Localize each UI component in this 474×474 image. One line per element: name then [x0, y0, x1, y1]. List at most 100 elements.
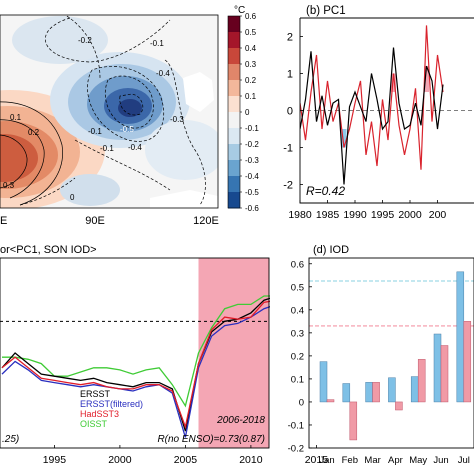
colorbar-tick-label: -0.3	[245, 156, 259, 165]
colorbar-swatch	[228, 80, 240, 97]
contour-label: -0.2	[78, 36, 92, 45]
corr-series-line	[2, 295, 270, 408]
contour-label: -0.3	[170, 115, 184, 124]
iod-ytick-label: 0.5	[291, 282, 304, 293]
iod-bar-blue	[388, 377, 396, 403]
colorbar-unit: °C	[234, 5, 245, 16]
iod-ytick-label: 0	[299, 397, 304, 408]
colorbar-tick-label: 0.6	[245, 12, 257, 21]
iod-bar-blue	[319, 361, 328, 403]
iod-bar-red	[463, 321, 472, 403]
iod-ytick-label: 0.2	[291, 351, 304, 362]
contour-label: 0.3	[3, 181, 15, 190]
positive-event-shade	[424, 66, 429, 92]
iod-xtick-label: Jul	[458, 455, 470, 466]
iod-ytick-label: 0.1	[291, 374, 304, 385]
pc1-xtick-label: 1985	[316, 209, 340, 221]
iod-bar-red	[349, 401, 358, 441]
corr-series-line	[1, 300, 270, 430]
iod-ytick-label: -0.2	[288, 444, 304, 455]
colorbar-tick-label: -0.5	[245, 188, 259, 197]
legend-entry: HadSST3	[80, 409, 119, 419]
positive-event-shade	[391, 73, 396, 92]
colorbar-tick-label: 0.5	[245, 28, 257, 37]
corr-xtick-label: 2015	[305, 454, 329, 466]
pc1-title: (b) PC1	[306, 5, 346, 17]
iod-bar-red	[417, 359, 426, 403]
iod-xtick-label: Jan	[319, 455, 334, 466]
colorbar-swatch	[228, 144, 240, 161]
contour-label: -0.1	[88, 127, 102, 136]
colorbar-swatch	[228, 192, 240, 209]
contour-label: 0	[70, 193, 75, 202]
pc1-xtick-label: 1995	[371, 209, 395, 221]
contour-label: -0.4	[128, 143, 142, 152]
colorbar-swatch	[228, 64, 240, 81]
colorbar-tick-label: 0.2	[245, 76, 257, 85]
iod-bar-blue	[410, 376, 419, 403]
pc1-ytick-label: 1	[287, 69, 293, 81]
iod-frame	[308, 257, 474, 449]
corr-xtick-label: 2000	[108, 454, 132, 466]
corr-series-line	[1, 306, 270, 438]
iod-ytick-label: 0.4	[291, 305, 304, 316]
pc1-xtick-label: 1990	[343, 209, 367, 221]
contour-label: 0.1	[10, 113, 22, 122]
iod-bar-blue	[433, 333, 442, 403]
iod-plot-area	[309, 271, 474, 441]
iod-title: (d) IOD	[313, 244, 349, 256]
pc1-xtick-label: 200	[429, 209, 447, 221]
iod-bar-blue	[342, 383, 351, 403]
legend-entry: ERSST	[80, 389, 111, 399]
colorbar-swatch	[228, 112, 240, 129]
corr-series-line	[1, 297, 270, 432]
iod-ytick-label: 0.3	[291, 328, 304, 339]
panel-c-correlation-chart: 1995 2000 2005 2010 2015 or<PC1, SON IOD> ERSS…	[0, 244, 328, 466]
colorbar-swatch	[228, 160, 240, 177]
panel-d-iod-chart: Jan Feb Mar Apr May Jun Jul 0.6 0.5 0.4 0.3 0.2 0.1 0…	[288, 244, 474, 466]
panel-a-sst-map: -0.2 -0.1 -0.4 -0.5 -0.3 0.1 0.2 0.3 -0.…	[0, 5, 259, 227]
panel-b-pc1-chart: 2 1 0 -1 -2 1980 1985 1990 1995 2000 200 (b) PC1 R=0…	[283, 5, 474, 221]
colorbar-tick-label: -0.2	[245, 140, 259, 149]
corr-title: or<PC1, SON IOD>	[0, 244, 97, 256]
iod-bar-red	[372, 382, 380, 403]
iod-xtick-label: Apr	[388, 455, 403, 466]
iod-ytick-label: 0.6	[291, 259, 304, 270]
contour-label: -0.1	[100, 144, 114, 153]
map-xtick: 90E	[85, 215, 105, 227]
iod-xtick-label: Feb	[342, 455, 358, 466]
recent-period-shade	[198, 258, 269, 448]
no-enso-correlation: R(no ENSO)=0.73(0.87)	[157, 434, 265, 445]
contour-label: -0.4	[156, 69, 170, 78]
colorbar-tick-label: -0.6	[245, 204, 259, 213]
contour-label: -0.1	[150, 39, 164, 48]
pc1-plot-area	[300, 25, 474, 185]
map-xtick: 120E	[193, 215, 219, 227]
period-label: 2006-2018	[216, 415, 265, 426]
colorbar-swatch	[228, 16, 240, 33]
iod-bar-red	[326, 399, 335, 403]
colorbar-swatch	[228, 48, 240, 65]
pc1-series-line-black	[300, 47, 444, 185]
pc1-ytick-label: 2	[287, 32, 293, 44]
iod-bar-blue	[365, 382, 373, 403]
corr-xtick-label: 2010	[239, 454, 263, 466]
colorbar-tick-label: 0	[245, 108, 250, 117]
iod-xtick-label: Jun	[433, 455, 448, 466]
colorbar-swatch	[228, 96, 240, 113]
pc1-correlation-annotation: R=0.42	[306, 184, 345, 198]
corr-xtick-label: 2005	[174, 454, 198, 466]
colorbar-tick-label: 0.4	[245, 44, 257, 53]
pc1-xtick-label: 2000	[398, 209, 422, 221]
iod-bar-red	[395, 401, 403, 411]
colorbar-tick-label: -0.1	[245, 124, 259, 133]
colorbar-swatch	[228, 32, 240, 49]
iod-ytick-label: -0.1	[288, 420, 304, 431]
iod-bar-blue	[456, 271, 465, 403]
colorbar-tick-label: 0.3	[245, 60, 257, 69]
pc1-ytick-label: -1	[283, 143, 293, 155]
contour-label: 0.2	[28, 128, 40, 137]
legend-entry: ERSST(filtered)	[80, 399, 143, 409]
legend-entry: OISST	[80, 419, 108, 429]
